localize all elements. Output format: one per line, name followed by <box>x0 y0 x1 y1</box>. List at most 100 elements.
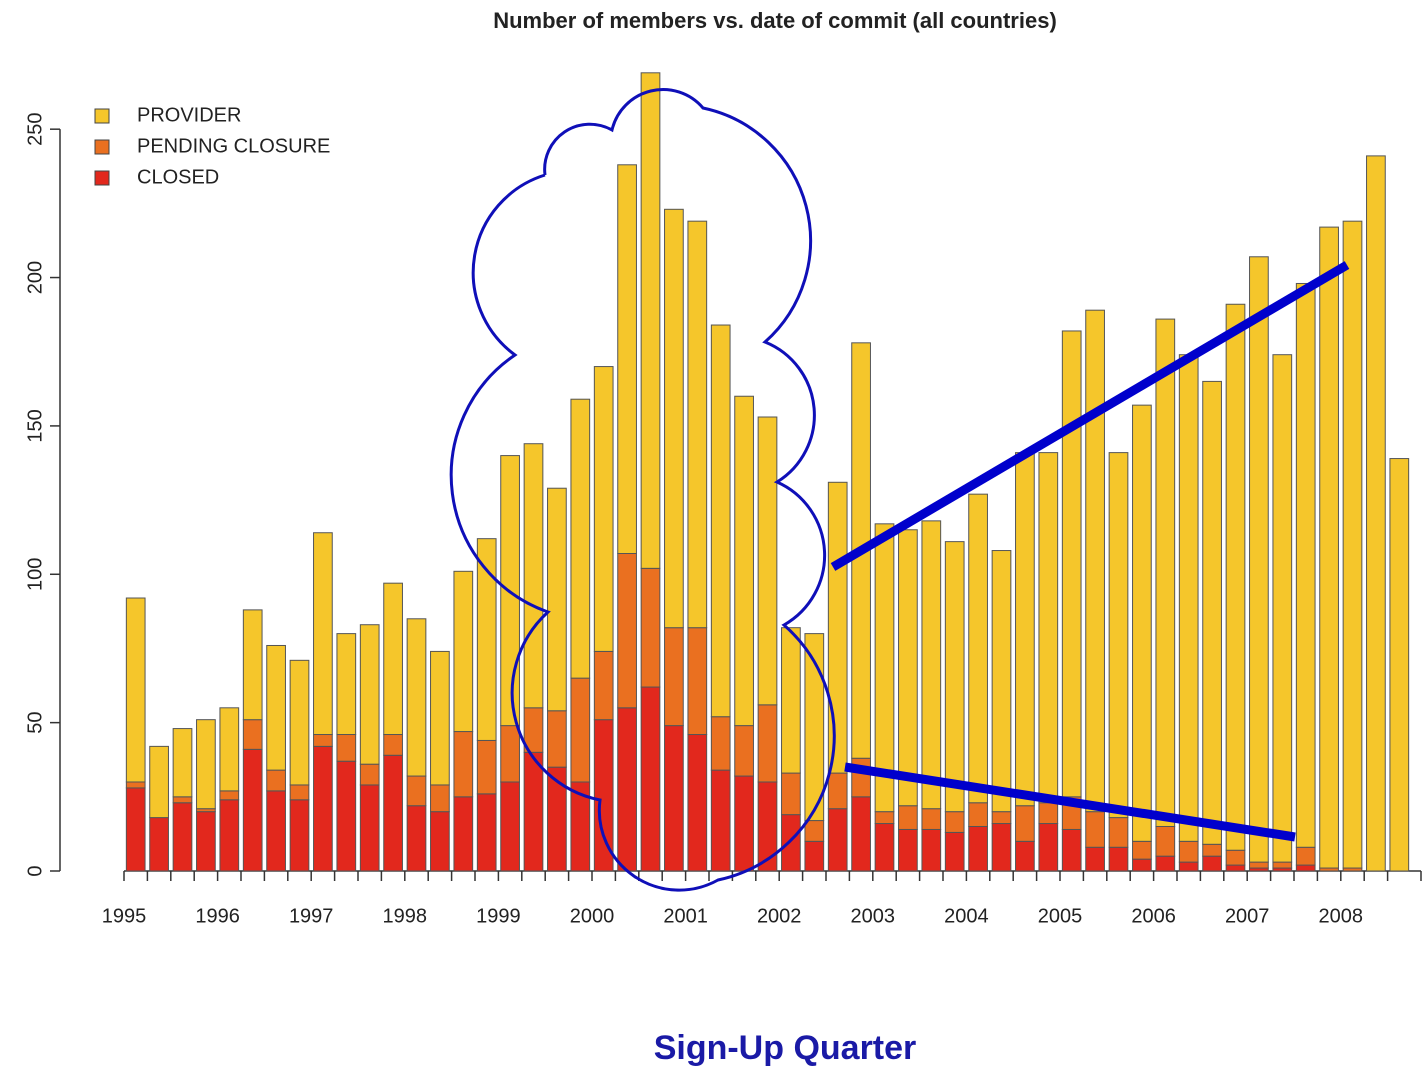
bar-segment <box>617 553 637 709</box>
bar-segment <box>1015 840 1035 872</box>
bar-segment <box>1202 843 1222 857</box>
annotations <box>449 88 1350 892</box>
bar-segment <box>617 164 637 555</box>
x-axis-label: Sign-Up Quarter <box>654 1029 917 1067</box>
bar-segment <box>664 627 684 727</box>
bar-segment <box>336 760 357 872</box>
bar-segment <box>125 787 146 872</box>
x-tick-label: 1999 <box>476 905 521 927</box>
legend-swatch <box>94 139 110 155</box>
legend-swatch <box>94 108 110 124</box>
bar-segment <box>219 707 240 792</box>
x-tick-label: 2005 <box>1038 905 1083 927</box>
legend-label: PROVIDER <box>137 104 241 126</box>
bar-segment <box>1061 330 1082 798</box>
bar-segment <box>430 784 450 813</box>
bar-segment <box>289 799 310 872</box>
bar-segment <box>430 650 450 786</box>
bar-segment <box>874 823 895 872</box>
bar-segment <box>1272 861 1293 869</box>
bar-segment <box>617 707 637 872</box>
bar-segment <box>1249 861 1269 869</box>
bar-segment <box>289 659 310 786</box>
bar-segment <box>1202 855 1222 872</box>
bar-segment <box>266 769 286 792</box>
bar-segment <box>219 790 240 801</box>
bar-segment <box>944 831 965 872</box>
bar-segment <box>523 751 544 872</box>
bar-segment <box>687 220 708 629</box>
bar-segment <box>196 811 216 872</box>
bar-segment <box>968 825 988 872</box>
bar-segment <box>640 72 661 569</box>
bar-segment <box>734 775 754 872</box>
bar-segment <box>1178 840 1199 863</box>
bar-segment <box>781 627 801 774</box>
bar-segment <box>851 796 871 872</box>
bar-segment <box>593 650 614 721</box>
x-tick-label: 2007 <box>1225 905 1270 927</box>
bar-segment <box>149 817 169 872</box>
bar-segment <box>991 550 1012 813</box>
bar-segment <box>476 793 497 872</box>
bar-segment <box>921 520 942 810</box>
bar-segment <box>781 772 801 816</box>
bar-segment <box>1178 861 1199 872</box>
bar-segment <box>500 725 520 783</box>
x-tick-label: 2001 <box>663 905 708 927</box>
bar-segment <box>289 784 310 801</box>
bar-segment <box>453 796 474 872</box>
bar-segment <box>336 633 357 736</box>
bar-segment <box>1295 282 1316 848</box>
bar-segment <box>874 523 895 813</box>
bar-segment <box>242 748 263 872</box>
plot-area: 0 50 100 150 200 250 1995 1996 1997 1998 1999 2000 2… <box>24 72 1422 927</box>
bar-segment <box>898 828 918 872</box>
legend-label: PENDING CLOSURE <box>137 135 330 157</box>
legend: PROVIDER PENDING CLOSURE CLOSED <box>94 104 330 188</box>
bar-segment <box>710 716 731 771</box>
bar-segment <box>172 802 193 872</box>
bar-segment <box>406 805 427 872</box>
bar-segment <box>944 541 965 813</box>
bar-segment <box>1295 846 1316 866</box>
bar-segment <box>383 734 403 756</box>
x-tick-label: 2008 <box>1319 905 1364 927</box>
bar-segment <box>359 624 380 765</box>
bar-segment <box>219 799 240 872</box>
bar-segment <box>149 745 169 819</box>
bar-segment <box>1132 404 1152 842</box>
bar-segment <box>172 728 193 798</box>
bar-segment <box>1085 846 1105 872</box>
bar-segment <box>570 677 591 783</box>
bar-segment <box>500 781 520 872</box>
bar-segment <box>570 398 591 679</box>
bar-segment <box>359 763 380 786</box>
y-tick-label: 250 <box>24 112 46 145</box>
bar-segment <box>968 493 988 804</box>
legend-swatch <box>94 170 110 186</box>
bar-segment <box>827 808 848 872</box>
bar-segment <box>383 754 403 872</box>
bar-segment <box>687 627 708 736</box>
x-tick-label: 2006 <box>1131 905 1176 927</box>
trend-line-up <box>830 261 1350 571</box>
chart-title: Number of members vs. date of commit (al… <box>493 8 1057 33</box>
bar-segment <box>781 814 801 872</box>
bar-segment <box>1342 220 1363 869</box>
bar-segment <box>640 567 661 688</box>
bar-segment <box>547 487 567 712</box>
bar-segment <box>1155 318 1176 827</box>
bar-segment <box>196 719 216 810</box>
bar-segment <box>898 805 918 830</box>
bar-segment <box>898 529 918 807</box>
bar-segment <box>1108 817 1129 848</box>
bar-segment <box>476 538 497 741</box>
x-tick-label: 2000 <box>570 905 615 927</box>
bar-segment <box>804 840 825 872</box>
bar-segment <box>383 582 403 736</box>
bar-segment <box>1249 256 1269 863</box>
bar-segment <box>547 710 567 768</box>
bar-segment <box>406 775 427 807</box>
